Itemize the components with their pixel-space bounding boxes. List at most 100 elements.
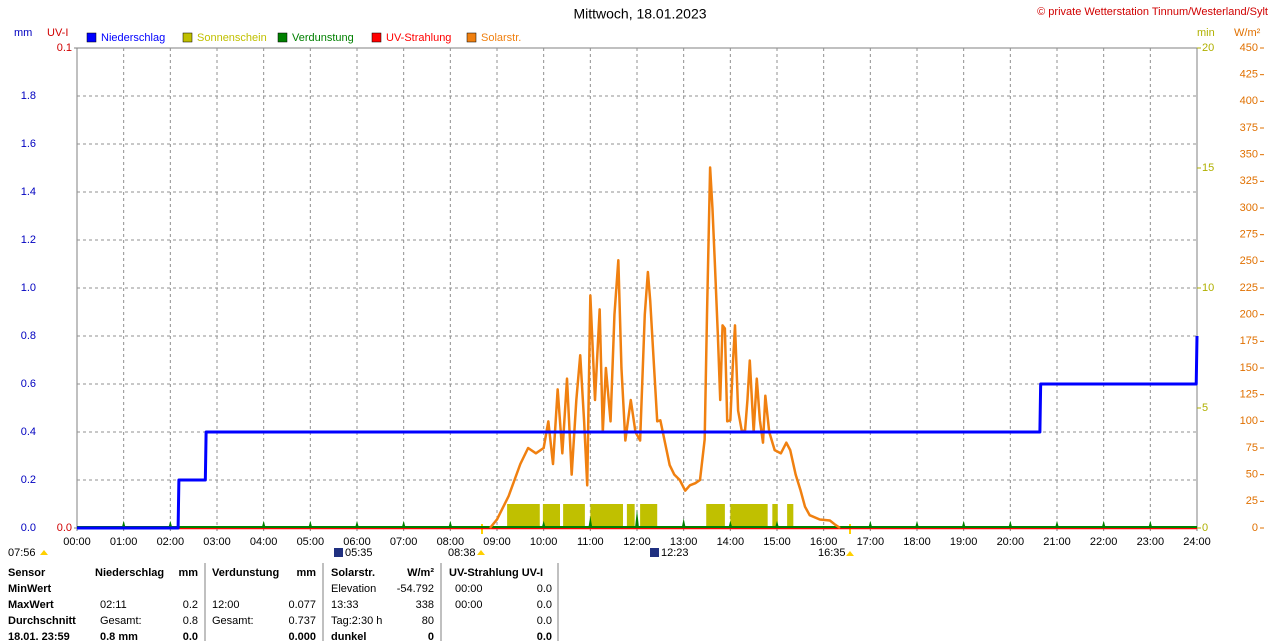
table-header: W/m² xyxy=(407,567,434,579)
y4-tick-label: 375 xyxy=(1240,122,1258,134)
series-line xyxy=(489,166,841,530)
table-cell: 0.8 xyxy=(183,615,198,627)
y4-tick-label: 175 xyxy=(1240,335,1258,347)
y4-tick-label: 100 xyxy=(1240,415,1258,427)
evaporation-spike xyxy=(168,520,173,528)
x-tick-label: 22:00 xyxy=(1090,536,1118,548)
y4-tick-label: 50 xyxy=(1246,469,1258,481)
sun-time: 12:23 xyxy=(661,547,689,559)
sunshine-bar xyxy=(542,504,560,528)
credit: © private Wetterstation Tinnum/Westerlan… xyxy=(1037,6,1268,18)
evaporation-spike xyxy=(448,520,453,528)
x-tick-label: 04:00 xyxy=(250,536,278,548)
table-cell: 0.0 xyxy=(537,583,552,595)
sunshine-bar xyxy=(626,504,635,528)
y4-tick-label: 125 xyxy=(1240,389,1258,401)
y-tick-label: 0.6 xyxy=(21,378,36,390)
x-tick-label: 21:00 xyxy=(1043,536,1071,548)
table-cell: 00:00 xyxy=(455,599,483,611)
x-tick-label: 15:00 xyxy=(763,536,791,548)
sun-time: 05:35 xyxy=(345,547,373,559)
x-tick-label: 23:00 xyxy=(1137,536,1165,548)
legend-label: UV-Strahlung xyxy=(386,32,451,44)
y4-tick-label: 200 xyxy=(1240,309,1258,321)
table-cell: 0.737 xyxy=(288,615,316,627)
y2-tick-label: 0.0 xyxy=(57,522,72,534)
table-cell: 0.2 xyxy=(183,599,198,611)
y3-tick-label: 5 xyxy=(1202,402,1208,414)
evaporation-spike xyxy=(915,520,919,528)
sun-icon xyxy=(40,550,48,555)
evaporation-spike xyxy=(961,520,966,528)
sun-icon xyxy=(846,551,854,556)
y4-tick-label: 350 xyxy=(1240,149,1258,161)
table-lines xyxy=(204,563,559,641)
x-tick-label: 24:00 xyxy=(1183,536,1211,548)
x-tick-label: 16:00 xyxy=(810,536,838,548)
legend-swatch xyxy=(371,32,382,43)
y-tick-label: 1.4 xyxy=(21,186,36,198)
y3-axis-title: min xyxy=(1197,27,1215,39)
y4-tick-label: 150 xyxy=(1240,362,1258,374)
y4-axis-title: W/m² xyxy=(1234,27,1261,39)
x-tick-label: 07:00 xyxy=(390,536,418,548)
chart-title: Mittwoch, 18.01.2023 xyxy=(573,6,706,22)
evaporation-spike xyxy=(681,518,686,528)
y-axis-title: mm xyxy=(14,27,32,39)
table-cell: 02:11 xyxy=(100,599,127,611)
x-tick-label: 10:00 xyxy=(530,536,558,548)
y-tick-label: 0.0 xyxy=(21,522,36,534)
evaporation-spike xyxy=(588,516,593,528)
table-header: mm xyxy=(296,567,316,579)
x-tick-label: 02:00 xyxy=(157,536,185,548)
y3-tick-label: 15 xyxy=(1202,162,1214,174)
y4-tick-label: 0 xyxy=(1252,522,1258,534)
y2-tick-label: 0.1 xyxy=(57,42,72,54)
legend-swatch xyxy=(182,32,193,43)
sunshine-bar xyxy=(590,504,623,528)
y-tick-label: 1.0 xyxy=(21,282,36,294)
x-tick-label: 09:00 xyxy=(483,536,511,548)
table-cell: 80 xyxy=(422,615,434,627)
evaporation-spike xyxy=(355,520,359,528)
table-cell: Gesamt: xyxy=(212,615,254,627)
table-header: mm xyxy=(178,567,198,579)
sun-icon xyxy=(334,548,343,557)
table-cell: 0 xyxy=(428,631,434,641)
legend-swatch xyxy=(86,32,97,43)
table-header: Niederschlag xyxy=(95,567,164,579)
x-tick-label: 01:00 xyxy=(110,536,138,548)
series-line xyxy=(77,335,1199,530)
y-tick-label: 0.4 xyxy=(21,426,36,438)
table-cell: 338 xyxy=(416,599,434,611)
sunshine-bar xyxy=(507,504,540,528)
x-tick-label: 20:00 xyxy=(997,536,1025,548)
evaporation-spike xyxy=(1055,520,1059,528)
evaporation-spike xyxy=(1148,520,1153,528)
evaporation-spike xyxy=(261,520,266,528)
evaporation-spike xyxy=(1008,520,1013,528)
legend-label: Niederschlag xyxy=(101,32,165,44)
y4-tick-label: 225 xyxy=(1240,282,1258,294)
evaporation-spike xyxy=(308,520,313,528)
sun-time: 07:56 xyxy=(8,547,36,559)
x-tick-label: 17:00 xyxy=(857,536,885,548)
y3-tick-label: 10 xyxy=(1202,282,1214,294)
table-cell: MinWert xyxy=(8,583,52,595)
table-cell: dunkel xyxy=(331,631,366,641)
evaporation-spike xyxy=(868,520,873,528)
x-tick-label: 06:00 xyxy=(343,536,371,548)
sunshine-bar xyxy=(730,504,768,528)
table-header: Sensor xyxy=(8,567,46,579)
y-tick-label: 0.8 xyxy=(21,330,36,342)
legend-label: Verdunstung xyxy=(292,32,354,44)
table-cell: 0.0 xyxy=(183,631,198,641)
x-tick-label: 19:00 xyxy=(950,536,978,548)
evaporation-spike xyxy=(1101,520,1106,528)
y4-tick-label: 250 xyxy=(1240,255,1258,267)
table-cell: 0.0 xyxy=(537,615,552,627)
x-tick-label: 03:00 xyxy=(203,536,231,548)
evaporation-spike xyxy=(728,520,733,528)
sunshine-bar xyxy=(706,504,725,528)
table-cell: -54.792 xyxy=(397,583,434,595)
